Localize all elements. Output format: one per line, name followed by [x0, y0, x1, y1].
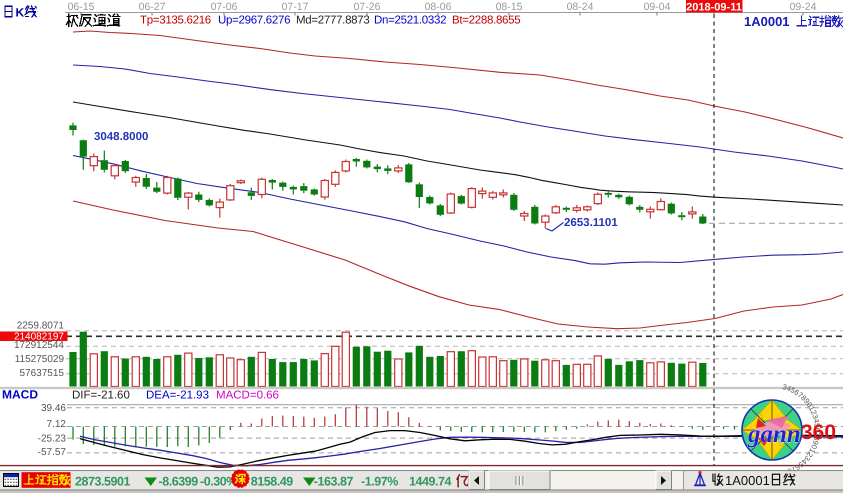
svg-text:34567890123456789012345678901: 34567890123456789012345678901 [0, 0, 822, 478]
svg-text:2873.5901: 2873.5901 [75, 475, 131, 489]
svg-text:06-15: 06-15 [68, 1, 95, 13]
svg-text:8158.49: 8158.49 [251, 475, 294, 489]
svg-text:-57.57: -57.57 [38, 447, 67, 458]
svg-text:-163.87: -163.87 [314, 475, 354, 489]
svg-text:DIF=-21.60: DIF=-21.60 [72, 390, 130, 402]
svg-text:2653.1101: 2653.1101 [564, 217, 618, 229]
svg-text:2018-09-11: 2018-09-11 [686, 1, 742, 13]
svg-text:gann: gann [747, 421, 801, 448]
svg-text:57637515: 57637515 [20, 368, 65, 379]
svg-text:-8.6399: -8.6399 [159, 475, 199, 489]
svg-text:7.12: 7.12 [47, 419, 67, 430]
svg-text:2259.8071: 2259.8071 [17, 320, 65, 331]
svg-text:07-26: 07-26 [354, 1, 381, 13]
svg-text:3048.8000: 3048.8000 [94, 131, 148, 143]
svg-text:Md=2777.8873: Md=2777.8873 [296, 15, 369, 27]
svg-text:Dn=2521.0332: Dn=2521.0332 [374, 15, 446, 27]
svg-text:08-24: 08-24 [567, 1, 594, 13]
svg-text:Bt=2288.8655: Bt=2288.8655 [452, 15, 520, 27]
svg-text:08-15: 08-15 [496, 1, 523, 13]
svg-text:09-04: 09-04 [644, 1, 671, 13]
svg-text:1A0001: 1A0001 [744, 14, 790, 29]
svg-text:1A0001: 1A0001 [725, 473, 770, 488]
svg-text:115275029: 115275029 [15, 354, 65, 365]
svg-text:K: K [16, 6, 25, 20]
svg-text:-0.30%: -0.30% [200, 475, 237, 489]
svg-text:08-06: 08-06 [425, 1, 452, 13]
svg-text:MACD: MACD [2, 388, 38, 402]
svg-text:06-27: 06-27 [139, 1, 166, 13]
svg-text:07-17: 07-17 [282, 1, 309, 13]
svg-text:39.46: 39.46 [41, 403, 66, 414]
svg-text:-25.23: -25.23 [38, 433, 67, 444]
svg-text:1449.74: 1449.74 [409, 475, 452, 489]
svg-text:360: 360 [801, 421, 836, 444]
svg-text:172912544: 172912544 [14, 340, 64, 351]
svg-text:Up=2967.6276: Up=2967.6276 [218, 15, 290, 27]
svg-text:-1.97%: -1.97% [361, 475, 398, 489]
svg-text:MACD=0.66: MACD=0.66 [216, 390, 279, 402]
svg-text:07-06: 07-06 [211, 1, 238, 13]
svg-text:Tp=3135.6216: Tp=3135.6216 [140, 15, 211, 27]
svg-text:DEA=-21.93: DEA=-21.93 [146, 390, 209, 402]
svg-text:09-24: 09-24 [790, 1, 817, 13]
svg-text:214082197: 214082197 [14, 331, 64, 342]
